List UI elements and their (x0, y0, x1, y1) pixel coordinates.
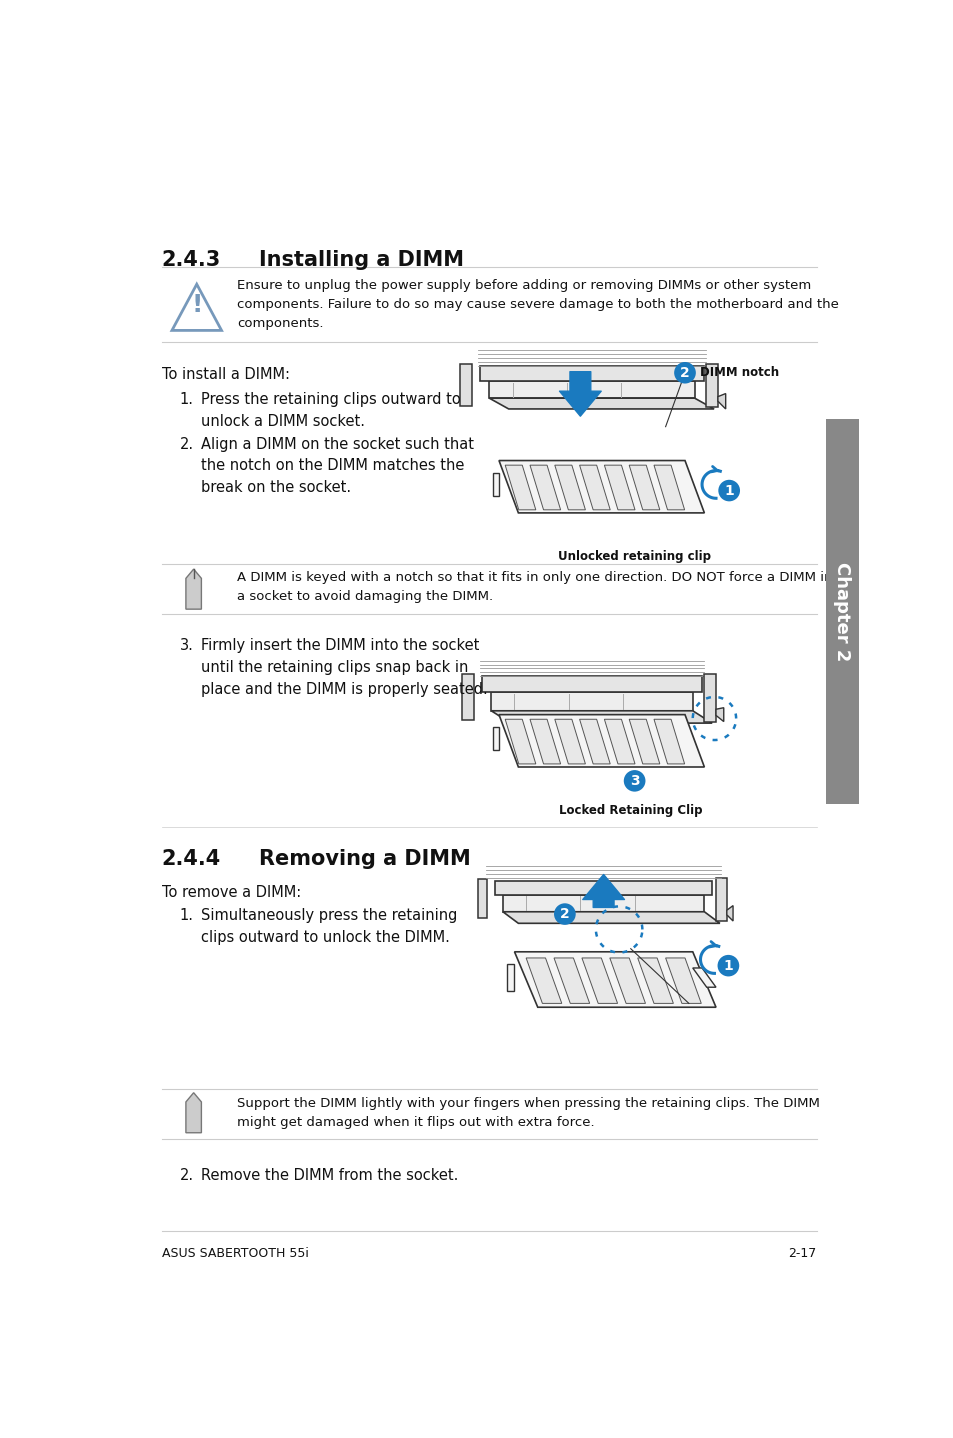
Polygon shape (629, 719, 659, 764)
Polygon shape (637, 958, 673, 1004)
Text: Press the retaining clips outward to
unlock a DIMM socket.: Press the retaining clips outward to unl… (200, 393, 460, 429)
Polygon shape (525, 958, 561, 1004)
Text: 1: 1 (722, 959, 733, 972)
Polygon shape (530, 464, 560, 510)
Polygon shape (579, 464, 610, 510)
Text: 1: 1 (723, 483, 733, 498)
Text: 2.4.4: 2.4.4 (162, 848, 221, 869)
Polygon shape (555, 464, 585, 510)
Circle shape (718, 480, 740, 502)
Text: Align a DIMM on the socket such that
the notch on the DIMM matches the
break on : Align a DIMM on the socket such that the… (200, 437, 473, 495)
Circle shape (717, 955, 739, 976)
Polygon shape (705, 364, 718, 407)
Text: !: ! (191, 293, 202, 316)
Polygon shape (481, 676, 701, 692)
Polygon shape (491, 710, 711, 723)
Polygon shape (186, 1093, 201, 1133)
Circle shape (674, 362, 695, 384)
FancyArrowPatch shape (582, 874, 624, 907)
Polygon shape (493, 728, 498, 751)
Text: ASUS SABERTOOTH 55i: ASUS SABERTOOTH 55i (162, 1247, 309, 1260)
Polygon shape (718, 394, 725, 408)
Polygon shape (514, 952, 716, 1007)
Polygon shape (479, 365, 703, 381)
Bar (825, 418, 858, 804)
Text: Locked Retaining Clip: Locked Retaining Clip (558, 804, 701, 817)
Text: To remove a DIMM:: To remove a DIMM: (162, 884, 301, 900)
FancyArrowPatch shape (559, 371, 600, 416)
Circle shape (623, 771, 645, 792)
Polygon shape (609, 958, 645, 1004)
Polygon shape (530, 719, 560, 764)
Polygon shape (604, 464, 635, 510)
Text: 2.4.3: 2.4.3 (162, 250, 221, 269)
Circle shape (554, 903, 575, 925)
Text: 2.: 2. (179, 1168, 193, 1183)
Text: Removing a DIMM: Removing a DIMM (258, 848, 470, 869)
Polygon shape (493, 473, 498, 496)
Polygon shape (716, 877, 726, 920)
Text: 1.: 1. (179, 393, 193, 407)
Polygon shape (489, 381, 694, 398)
Polygon shape (692, 968, 716, 988)
Text: Chapter 2: Chapter 2 (833, 562, 850, 661)
Text: 2: 2 (679, 365, 689, 380)
Polygon shape (489, 398, 713, 408)
Polygon shape (726, 906, 732, 920)
Polygon shape (502, 912, 720, 923)
Polygon shape (716, 707, 723, 722)
Polygon shape (604, 719, 635, 764)
Polygon shape (502, 894, 703, 912)
Polygon shape (505, 464, 536, 510)
Polygon shape (491, 692, 692, 710)
Polygon shape (505, 719, 536, 764)
Polygon shape (703, 674, 716, 722)
Text: Firmly insert the DIMM into the socket
until the retaining clips snap back in
pl: Firmly insert the DIMM into the socket u… (200, 638, 487, 696)
Polygon shape (477, 880, 487, 917)
Polygon shape (581, 958, 617, 1004)
Polygon shape (498, 460, 703, 513)
Text: Support the DIMM lightly with your fingers when pressing the retaining clips. Th: Support the DIMM lightly with your finge… (236, 1097, 819, 1129)
Text: 2: 2 (559, 907, 569, 922)
Text: Unlocked retaining clip: Unlocked retaining clip (558, 549, 710, 562)
Polygon shape (461, 674, 474, 720)
Text: Installing a DIMM: Installing a DIMM (258, 250, 463, 269)
Text: DIMM notch: DIMM notch (700, 367, 779, 380)
Text: Remove the DIMM from the socket.: Remove the DIMM from the socket. (200, 1168, 457, 1183)
Text: 3.: 3. (179, 638, 193, 653)
Polygon shape (459, 364, 472, 406)
Polygon shape (555, 719, 585, 764)
Polygon shape (506, 963, 514, 991)
Polygon shape (495, 881, 711, 894)
Text: Simultaneously press the retaining
clips outward to unlock the DIMM.: Simultaneously press the retaining clips… (200, 907, 456, 945)
Text: 1.: 1. (179, 907, 193, 923)
Polygon shape (498, 715, 703, 766)
Polygon shape (629, 464, 659, 510)
Polygon shape (554, 958, 589, 1004)
Text: Ensure to unplug the power supply before adding or removing DIMMs or other syste: Ensure to unplug the power supply before… (236, 279, 838, 329)
Polygon shape (654, 464, 684, 510)
Text: 3: 3 (629, 774, 639, 788)
Text: 2-17: 2-17 (788, 1247, 816, 1260)
Text: A DIMM is keyed with a notch so that it fits in only one direction. DO NOT force: A DIMM is keyed with a notch so that it … (236, 571, 845, 604)
Polygon shape (579, 719, 610, 764)
Text: To install a DIMM:: To install a DIMM: (162, 367, 290, 381)
Polygon shape (665, 958, 700, 1004)
Text: 2.: 2. (179, 437, 193, 452)
Polygon shape (186, 569, 201, 610)
Polygon shape (654, 719, 684, 764)
